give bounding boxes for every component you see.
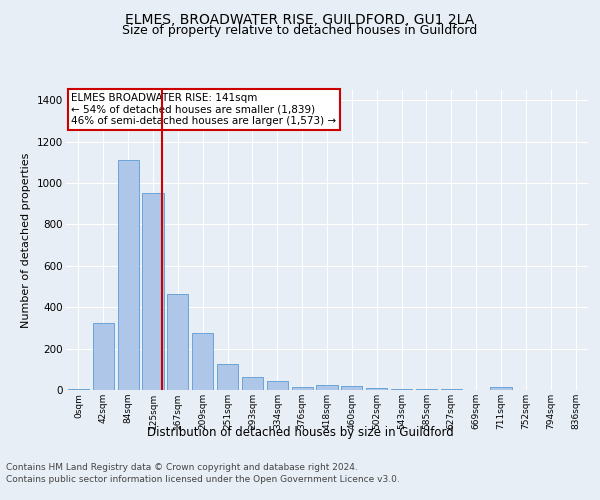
Bar: [192, 333, 213, 390]
Text: Contains HM Land Registry data © Crown copyright and database right 2024.: Contains HM Land Registry data © Crown c…: [6, 462, 358, 471]
Bar: [441, 389, 462, 390]
Text: Contains public sector information licensed under the Open Government Licence v3: Contains public sector information licen…: [6, 475, 400, 484]
Y-axis label: Number of detached properties: Number of detached properties: [22, 152, 31, 328]
Bar: [490, 387, 512, 390]
Bar: [167, 294, 188, 390]
Text: ELMES BROADWATER RISE: 141sqm
← 54% of detached houses are smaller (1,839)
46% o: ELMES BROADWATER RISE: 141sqm ← 54% of d…: [71, 93, 337, 126]
Bar: [292, 387, 313, 390]
Text: Distribution of detached houses by size in Guildford: Distribution of detached houses by size …: [146, 426, 454, 439]
Text: Size of property relative to detached houses in Guildford: Size of property relative to detached ho…: [122, 24, 478, 37]
Bar: [93, 323, 114, 390]
Bar: [341, 386, 362, 390]
Text: ELMES, BROADWATER RISE, GUILDFORD, GU1 2LA: ELMES, BROADWATER RISE, GUILDFORD, GU1 2…: [125, 12, 475, 26]
Bar: [68, 389, 89, 390]
Bar: [217, 364, 238, 390]
Bar: [242, 376, 263, 390]
Bar: [118, 160, 139, 390]
Bar: [391, 389, 412, 390]
Bar: [267, 380, 288, 390]
Bar: [416, 389, 437, 390]
Bar: [142, 194, 164, 390]
Bar: [366, 388, 387, 390]
Bar: [316, 385, 338, 390]
